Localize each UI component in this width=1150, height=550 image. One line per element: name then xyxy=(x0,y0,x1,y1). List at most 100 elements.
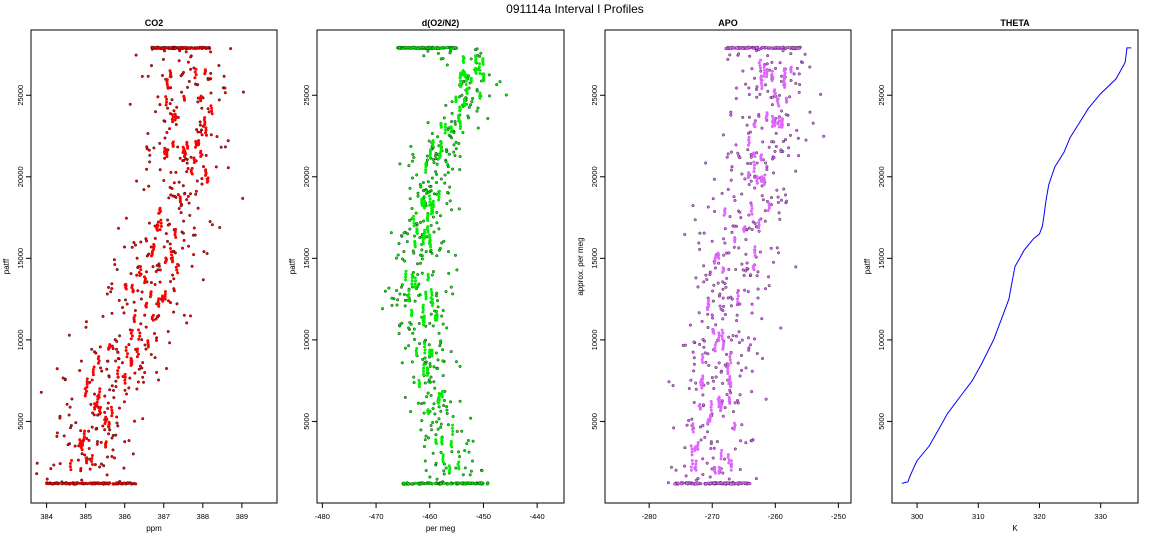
data-point xyxy=(438,344,442,348)
data-point xyxy=(696,285,700,289)
data-point xyxy=(104,440,108,444)
data-point xyxy=(741,69,745,73)
data-point xyxy=(694,276,698,280)
data-point xyxy=(113,456,116,460)
data-point xyxy=(430,251,434,255)
data-point xyxy=(124,345,128,349)
data-point xyxy=(700,319,704,323)
data-point xyxy=(164,95,168,99)
data-point xyxy=(701,374,705,378)
data-point xyxy=(172,109,176,113)
data-point xyxy=(96,440,99,444)
data-point xyxy=(206,78,210,82)
data-point xyxy=(85,382,89,386)
data-point xyxy=(109,405,113,409)
data-point xyxy=(403,259,407,263)
data-point xyxy=(165,82,169,86)
data-point xyxy=(727,458,731,462)
data-point xyxy=(91,370,95,374)
data-point xyxy=(168,102,172,106)
data-point xyxy=(169,280,172,283)
data-point xyxy=(137,367,141,371)
data-point xyxy=(446,191,449,194)
data-point xyxy=(451,429,455,433)
data-point xyxy=(178,156,182,160)
data-point xyxy=(79,359,83,363)
x-tick-label: -470 xyxy=(369,512,384,521)
data-point xyxy=(153,356,157,360)
data-point xyxy=(470,100,474,104)
data-point xyxy=(685,423,689,427)
data-point xyxy=(762,179,766,183)
data-point xyxy=(431,215,435,219)
data-point xyxy=(422,234,426,237)
data-point xyxy=(779,79,783,83)
data-point xyxy=(761,140,765,144)
data-point xyxy=(426,272,430,276)
data-point xyxy=(400,361,404,365)
data-point xyxy=(441,359,445,363)
data-point xyxy=(733,224,737,228)
data-point xyxy=(712,387,716,390)
data-point xyxy=(139,265,142,269)
data-point xyxy=(777,104,781,108)
data-point xyxy=(767,204,771,207)
data-point xyxy=(431,421,435,424)
data-point xyxy=(435,312,439,316)
data-point xyxy=(420,257,424,261)
data-point xyxy=(410,279,414,283)
data-point xyxy=(717,331,721,335)
data-point xyxy=(387,286,391,290)
data-point xyxy=(428,152,432,156)
data-point xyxy=(209,133,213,137)
data-point xyxy=(90,454,94,457)
data-point xyxy=(403,395,407,399)
data-point xyxy=(753,254,757,257)
x-tick-label: -270 xyxy=(705,512,720,521)
data-point xyxy=(197,139,201,142)
y-axis-label: approx. per meg xyxy=(576,237,585,295)
data-point xyxy=(442,398,446,402)
data-point xyxy=(458,76,462,80)
data-point xyxy=(445,326,449,330)
data-point xyxy=(223,145,227,149)
data-point xyxy=(476,126,480,130)
data-point xyxy=(782,187,786,191)
data-point xyxy=(169,193,173,197)
data-point xyxy=(417,385,421,389)
data-point xyxy=(456,462,460,466)
data-point xyxy=(706,430,709,434)
data-point xyxy=(196,100,200,104)
y-tick-label: 10000 xyxy=(877,329,886,350)
data-point xyxy=(437,189,441,193)
data-point xyxy=(482,74,486,78)
data-point xyxy=(149,353,153,356)
data-point xyxy=(765,67,769,71)
data-point xyxy=(758,250,762,254)
data-point xyxy=(422,445,426,448)
data-point xyxy=(199,149,203,153)
data-point xyxy=(687,387,691,390)
data-point xyxy=(415,351,418,355)
y-tick-label: 25000 xyxy=(16,85,25,106)
data-point xyxy=(723,406,727,410)
data-point xyxy=(116,357,120,360)
data-point xyxy=(110,311,114,315)
data-point xyxy=(811,121,815,125)
data-point xyxy=(726,187,730,191)
data-point xyxy=(98,387,102,391)
data-point xyxy=(714,323,718,327)
data-point xyxy=(417,282,421,286)
data-point xyxy=(145,270,148,274)
data-point xyxy=(90,347,94,351)
data-point xyxy=(174,265,178,269)
data-point xyxy=(171,115,175,119)
data-point xyxy=(696,443,700,447)
data-point xyxy=(418,342,422,346)
data-point xyxy=(761,198,765,202)
data-point xyxy=(457,113,460,117)
data-point xyxy=(743,288,747,292)
data-point xyxy=(423,236,427,240)
data-point xyxy=(706,312,710,316)
data-point xyxy=(58,416,62,420)
